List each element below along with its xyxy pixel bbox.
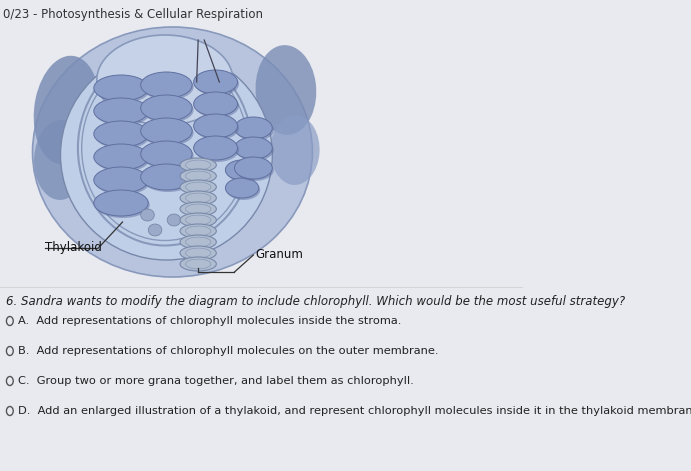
Ellipse shape	[180, 235, 216, 249]
Ellipse shape	[94, 98, 149, 124]
Ellipse shape	[234, 117, 272, 139]
Ellipse shape	[180, 213, 216, 227]
Ellipse shape	[34, 120, 87, 200]
Ellipse shape	[142, 97, 193, 123]
Ellipse shape	[141, 72, 192, 98]
Ellipse shape	[195, 138, 239, 162]
Ellipse shape	[94, 144, 149, 170]
Ellipse shape	[180, 169, 216, 183]
Ellipse shape	[195, 116, 239, 140]
Text: 0/23 - Photosynthesis & Cellular Respiration: 0/23 - Photosynthesis & Cellular Respira…	[3, 8, 263, 21]
Text: D.  Add an enlarged illustration of a thylakoid, and represent chlorophyll molec: D. Add an enlarged illustration of a thy…	[18, 406, 691, 416]
Ellipse shape	[61, 50, 272, 260]
Ellipse shape	[149, 224, 162, 236]
Text: Granum: Granum	[256, 249, 303, 261]
Ellipse shape	[32, 27, 312, 277]
Text: Thylakoid: Thylakoid	[46, 242, 102, 254]
Ellipse shape	[95, 146, 150, 172]
Ellipse shape	[180, 202, 216, 216]
Ellipse shape	[225, 160, 258, 180]
Ellipse shape	[95, 192, 150, 218]
Ellipse shape	[236, 119, 274, 141]
Ellipse shape	[227, 162, 261, 182]
Ellipse shape	[180, 180, 216, 194]
Ellipse shape	[195, 94, 239, 118]
Ellipse shape	[193, 114, 238, 138]
Ellipse shape	[193, 136, 238, 160]
Ellipse shape	[193, 92, 238, 116]
Ellipse shape	[180, 257, 216, 271]
Text: 6. Sandra wants to modify the diagram to include chlorophyll. Which would be the: 6. Sandra wants to modify the diagram to…	[6, 295, 625, 308]
Ellipse shape	[167, 214, 181, 226]
Ellipse shape	[193, 70, 238, 94]
Ellipse shape	[180, 224, 216, 238]
Ellipse shape	[195, 72, 239, 96]
Ellipse shape	[236, 139, 274, 161]
Ellipse shape	[142, 166, 193, 192]
Ellipse shape	[142, 74, 193, 100]
Ellipse shape	[94, 75, 149, 101]
Ellipse shape	[270, 115, 320, 185]
Ellipse shape	[97, 35, 233, 125]
Ellipse shape	[141, 95, 192, 121]
Ellipse shape	[256, 45, 316, 135]
Ellipse shape	[227, 180, 261, 200]
Ellipse shape	[95, 123, 150, 149]
Ellipse shape	[34, 56, 100, 164]
Text: A.  Add representations of chlorophyll molecules inside the stroma.: A. Add representations of chlorophyll mo…	[18, 316, 401, 326]
Ellipse shape	[234, 157, 272, 179]
Ellipse shape	[180, 191, 216, 205]
Ellipse shape	[141, 164, 192, 190]
Text: C.  Group two or more grana together, and label them as chlorophyll.: C. Group two or more grana together, and…	[18, 376, 414, 386]
Ellipse shape	[236, 159, 274, 181]
Ellipse shape	[141, 118, 192, 144]
Ellipse shape	[94, 167, 149, 193]
Ellipse shape	[94, 121, 149, 147]
Ellipse shape	[94, 190, 149, 216]
Ellipse shape	[142, 143, 193, 169]
Ellipse shape	[95, 100, 150, 126]
Ellipse shape	[141, 209, 154, 221]
Ellipse shape	[95, 77, 150, 103]
Ellipse shape	[142, 120, 193, 146]
Ellipse shape	[225, 178, 258, 198]
Ellipse shape	[141, 141, 192, 167]
Text: B.  Add representations of chlorophyll molecules on the outer membrane.: B. Add representations of chlorophyll mo…	[18, 346, 439, 356]
Ellipse shape	[180, 158, 216, 172]
Ellipse shape	[180, 246, 216, 260]
Ellipse shape	[234, 137, 272, 159]
Ellipse shape	[95, 169, 150, 195]
